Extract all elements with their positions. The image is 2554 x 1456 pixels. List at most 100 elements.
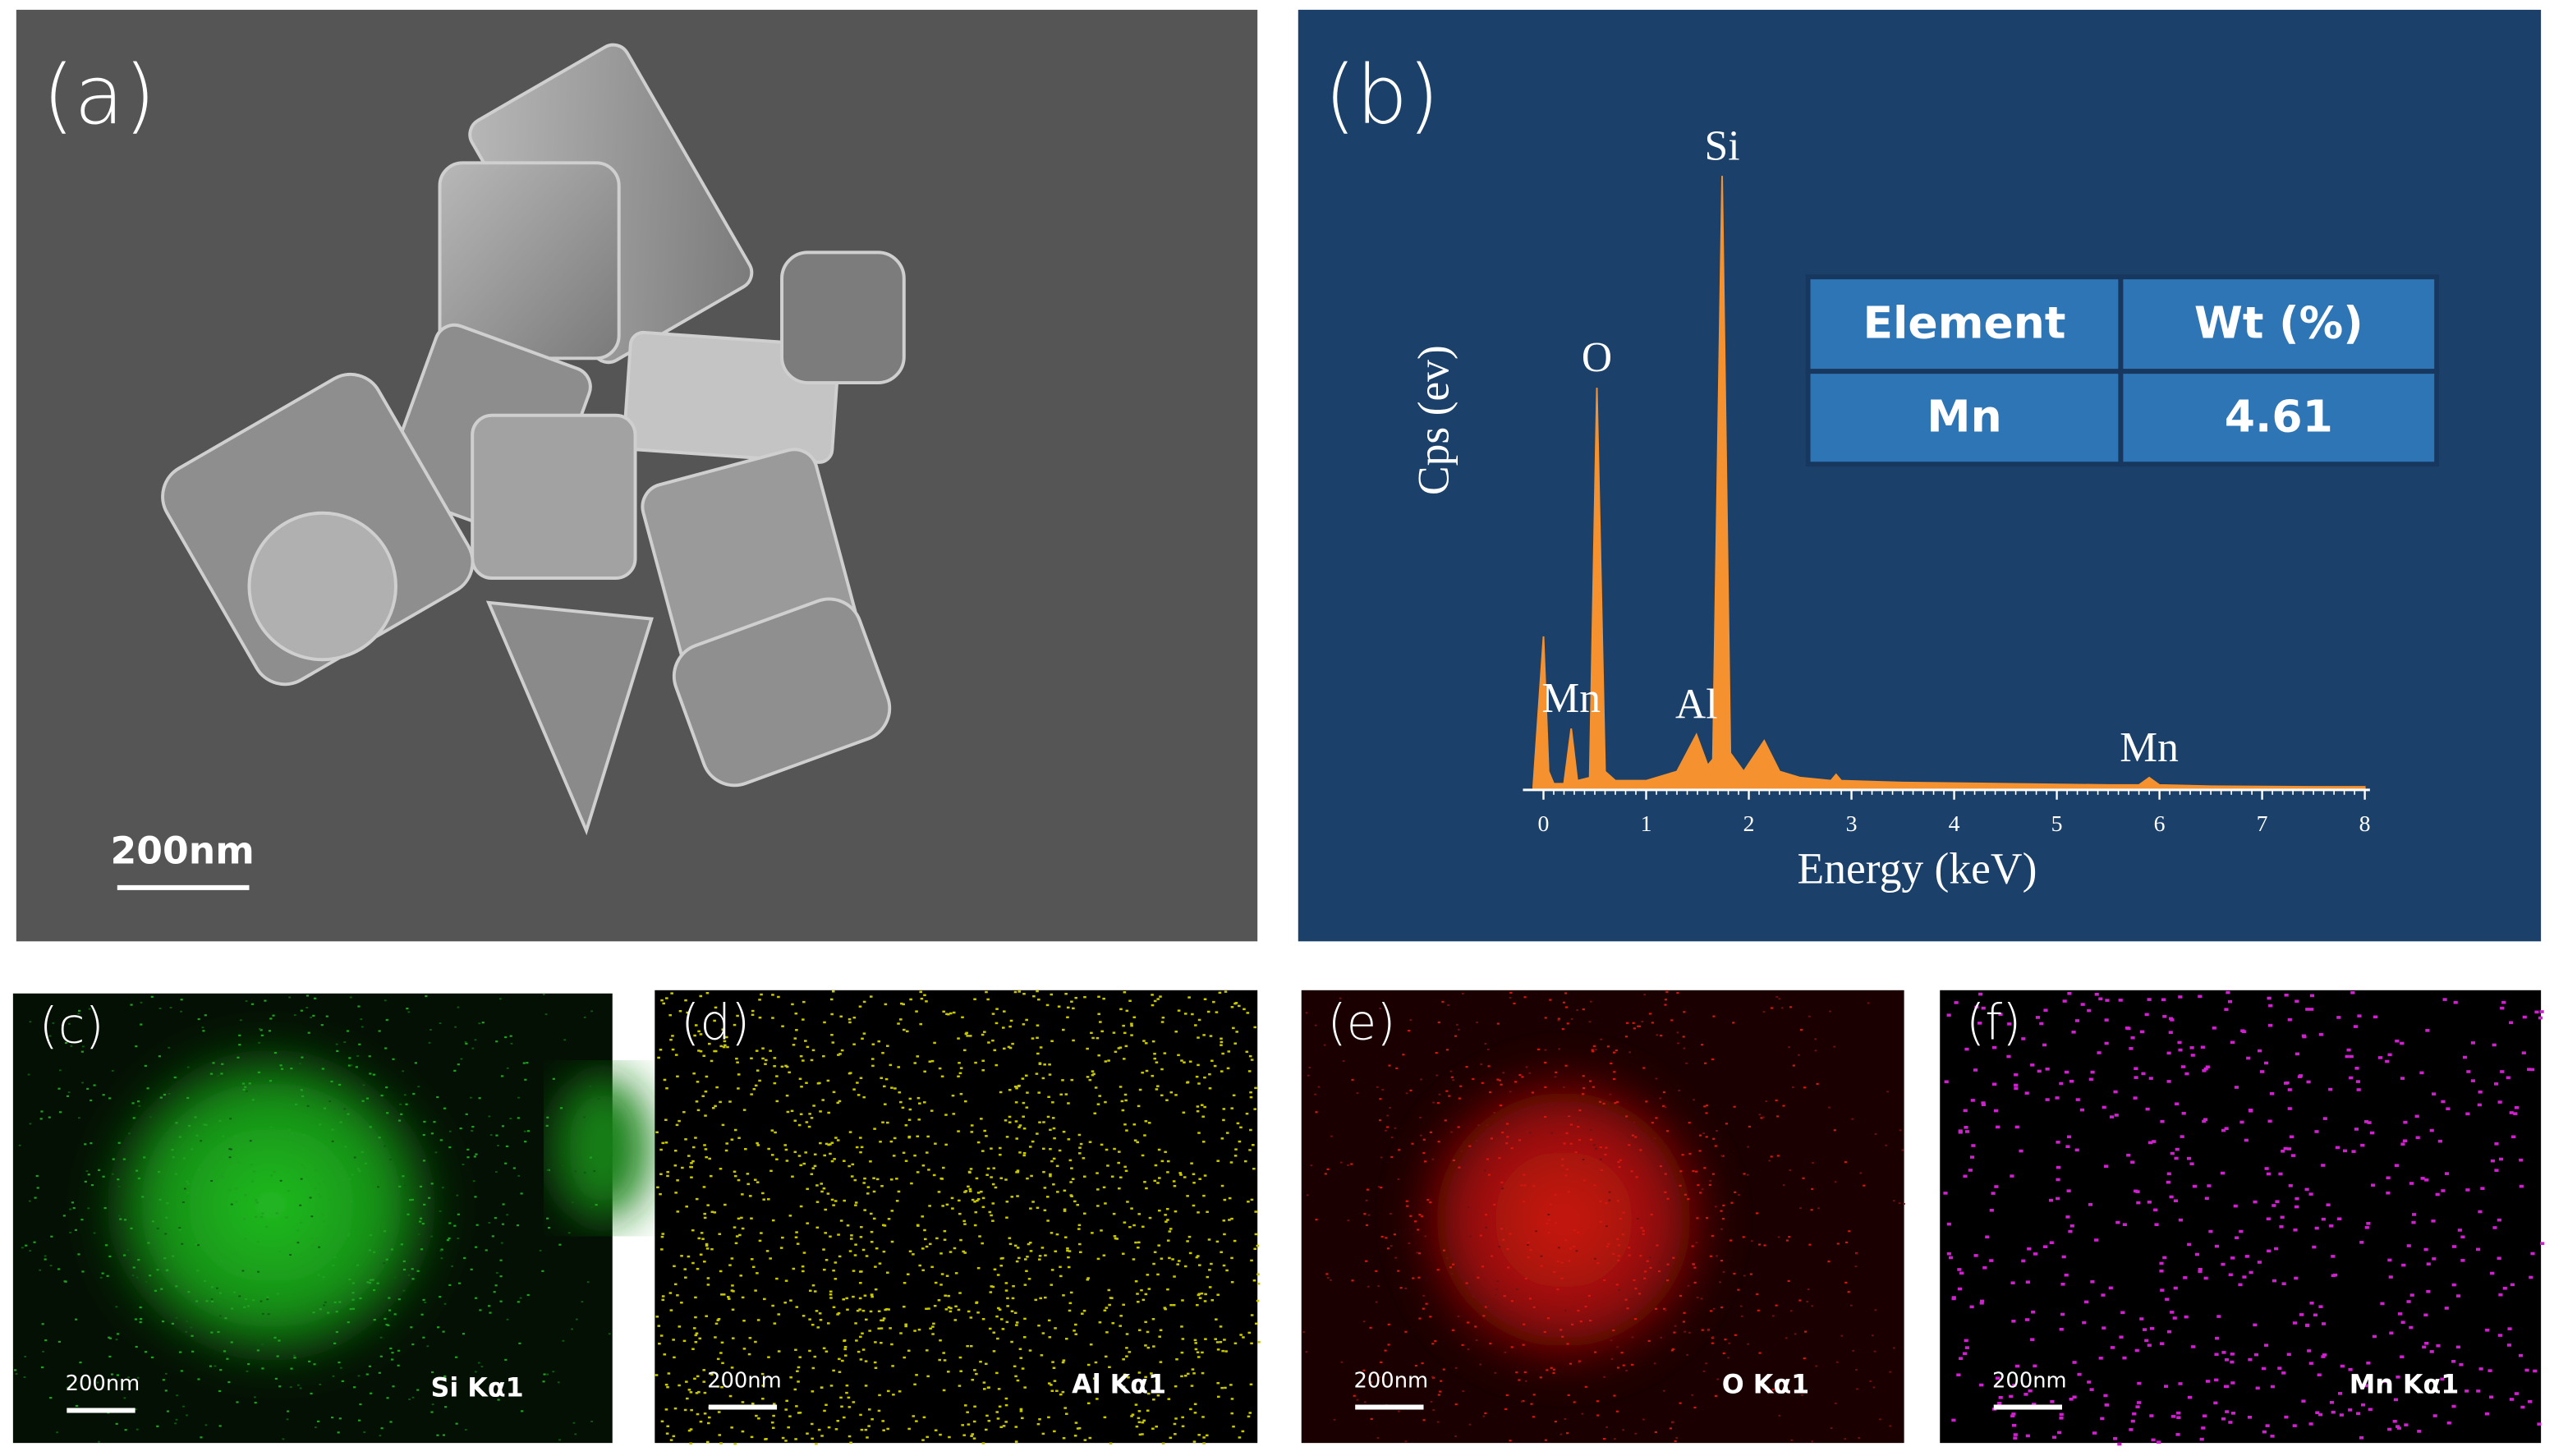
dot [925, 1349, 929, 1352]
dot [903, 1356, 906, 1359]
dot [1196, 1109, 1200, 1113]
dot [304, 1077, 306, 1080]
dot [1572, 1245, 1576, 1248]
dot [474, 1196, 477, 1198]
dot [1467, 1348, 1470, 1351]
dot [1576, 1119, 1579, 1122]
dot [923, 994, 926, 997]
dot [1816, 1082, 1819, 1086]
dot [1683, 1047, 1686, 1050]
dot [1803, 1086, 1807, 1089]
dot [760, 993, 763, 996]
dot [2414, 1114, 2419, 1118]
dot [802, 1018, 805, 1021]
dot [1804, 1330, 1808, 1333]
dot [1440, 1380, 1443, 1382]
dot [903, 1305, 906, 1308]
dot [958, 1292, 962, 1294]
dot [1605, 1245, 1609, 1247]
dot [2233, 1204, 2238, 1208]
dot [397, 1298, 401, 1301]
dot [216, 1287, 218, 1289]
dot [802, 1270, 805, 1273]
dot [1193, 1403, 1197, 1406]
dot [1968, 1169, 1973, 1172]
dot [2094, 1238, 2099, 1242]
dot [1072, 1007, 1075, 1010]
dot [341, 1380, 344, 1383]
dot [1702, 1132, 1706, 1135]
dot [563, 1152, 566, 1155]
dot [2539, 1010, 2544, 1013]
dot [281, 1135, 284, 1138]
dot [1166, 1171, 1169, 1174]
dot [1390, 1137, 1394, 1139]
dot [1015, 1260, 1019, 1263]
dot [1515, 1371, 1518, 1374]
dot [2216, 1315, 2221, 1318]
dot [739, 1275, 743, 1277]
dot [922, 1416, 926, 1419]
dot [781, 1025, 784, 1027]
dot [85, 1170, 89, 1173]
dot [2136, 1201, 2141, 1205]
dot [813, 1290, 817, 1293]
dot [212, 1232, 215, 1234]
dot [1379, 1008, 1382, 1009]
dot [1247, 1415, 1251, 1418]
dot [1182, 1111, 1186, 1114]
dot [1995, 1376, 2000, 1380]
dot [456, 1194, 459, 1196]
dot [368, 1249, 372, 1252]
dot [423, 1203, 426, 1206]
dot [1067, 1256, 1070, 1259]
dot [307, 1031, 310, 1034]
dot [116, 1374, 119, 1376]
dot [586, 1281, 590, 1284]
dot [2425, 1028, 2430, 1032]
dot [590, 1010, 593, 1013]
dot [422, 1133, 425, 1137]
dot [1091, 1070, 1095, 1072]
dot [197, 1378, 200, 1380]
dot [1547, 1231, 1550, 1234]
dot [1038, 1255, 1042, 1257]
dot [1494, 1293, 1497, 1296]
dot [2444, 1172, 2450, 1175]
dot [1107, 1059, 1110, 1062]
dot [724, 1149, 728, 1152]
dot [1603, 1279, 1606, 1282]
dot [1253, 1247, 1257, 1251]
dot [75, 1318, 78, 1321]
dot [546, 1169, 549, 1171]
dot [1561, 1164, 1564, 1167]
dot [1442, 1368, 1445, 1371]
dot [420, 1313, 424, 1316]
dot [2356, 1088, 2361, 1091]
dot [830, 1160, 834, 1163]
dot [1203, 1076, 1206, 1079]
dot [331, 1128, 334, 1131]
dot [1799, 1028, 1803, 1031]
dot [1412, 1277, 1415, 1279]
dot [2157, 1440, 2161, 1444]
dot [1004, 1178, 1008, 1181]
dot [260, 1029, 263, 1031]
dot [755, 1414, 758, 1417]
dot [1417, 1252, 1422, 1255]
dot [761, 1057, 765, 1060]
dot [943, 1238, 947, 1241]
dot [1122, 1058, 1126, 1060]
dot [1143, 1134, 1146, 1137]
dot [1420, 1078, 1422, 1081]
dot [884, 1077, 889, 1081]
dot [411, 1396, 415, 1399]
dot [1125, 1355, 1128, 1357]
dot [1059, 1265, 1062, 1269]
dot [2424, 1178, 2429, 1182]
dot [988, 1327, 992, 1330]
dot [1234, 1148, 1238, 1151]
dot [460, 1058, 463, 1060]
dot [822, 1347, 826, 1350]
dot [1130, 1415, 1133, 1417]
